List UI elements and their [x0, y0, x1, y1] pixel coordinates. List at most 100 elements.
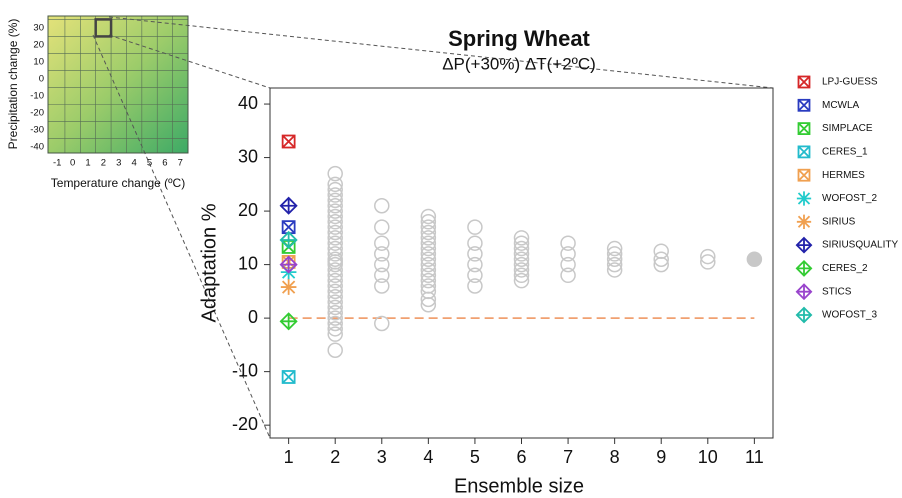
inset-x-tick-label: 1 — [85, 158, 90, 169]
ensemble-point — [420, 251, 437, 268]
ensemble-point — [467, 235, 483, 251]
x-tick-label: 9 — [656, 447, 666, 467]
ensemble-point — [513, 230, 530, 246]
legend-marker — [797, 75, 811, 89]
x-tick-label: 4 — [423, 447, 433, 467]
marker-part — [797, 122, 811, 136]
marker-part — [281, 134, 296, 149]
ensemble-point — [606, 251, 623, 268]
marker-part — [797, 169, 811, 182]
ensemble-point — [374, 246, 390, 262]
y-tick-label: 40 — [238, 93, 258, 113]
ensemble-point — [420, 219, 437, 235]
x-tick-label: 3 — [377, 447, 387, 467]
ensemble-point — [327, 299, 343, 316]
marker-part — [797, 75, 811, 89]
ensemble-point — [700, 254, 716, 270]
ensemble-point — [327, 251, 343, 268]
inset-frame — [47, 15, 189, 154]
ensemble-point — [327, 214, 343, 230]
ensemble-point — [513, 246, 530, 262]
legend-label: CERES_1 — [822, 147, 868, 158]
ensemble-point — [327, 305, 343, 321]
inset-highlight — [94, 18, 113, 38]
ensemble-point — [606, 256, 623, 273]
inset-x-tick-label: 3 — [116, 158, 121, 169]
ensemble-point — [467, 256, 483, 273]
legend-label: WOFOST_2 — [822, 193, 877, 204]
inset-x-tick-label: 6 — [162, 158, 167, 169]
inset-y-tick-label: -40 — [30, 142, 44, 153]
ensemble-point — [327, 176, 343, 193]
marker-part — [796, 261, 812, 276]
ensemble-point — [327, 203, 343, 219]
ensemble-point — [420, 272, 437, 289]
legend-marker — [797, 98, 811, 112]
legend-marker — [796, 214, 812, 229]
ensemble-point — [420, 283, 437, 300]
marker-part — [797, 168, 811, 182]
inset-x-tick-label: 7 — [178, 158, 183, 169]
legend-label: WOFOST_3 — [822, 310, 877, 321]
marker-part — [279, 196, 298, 215]
ensemble-point — [513, 240, 530, 257]
marker-part — [280, 256, 297, 273]
marker-part — [796, 214, 812, 229]
chart-title: Spring Wheat — [448, 26, 590, 51]
legend-marker — [795, 283, 813, 301]
inset-y-tick-label: 20 — [33, 39, 44, 50]
model-point — [281, 134, 296, 149]
x-tick-label: 5 — [470, 447, 480, 467]
ensemble-point — [513, 262, 530, 278]
ensemble-point — [560, 235, 576, 251]
ensemble-point — [327, 283, 343, 300]
ensemble-point — [327, 192, 343, 209]
model-point — [279, 255, 298, 274]
ensemble-point — [513, 256, 530, 273]
marker-part — [797, 99, 811, 112]
legend-label: SIMPLACE — [822, 123, 873, 134]
ensemble-point — [420, 262, 437, 278]
model-point — [279, 230, 298, 250]
y-axis-label: Adaptation % — [198, 203, 220, 322]
x-tick-label: 10 — [698, 447, 718, 467]
legend-marker — [795, 236, 813, 254]
legend-label: STICS — [822, 286, 852, 297]
ensemble-point — [327, 310, 343, 326]
inset-y-tick-label: -10 — [30, 91, 44, 102]
ensemble-point — [606, 246, 623, 262]
inset-y-tick-label: -20 — [30, 108, 44, 119]
ensemble-point — [560, 267, 576, 284]
ensemble-point — [327, 272, 343, 289]
ensemble-point — [420, 230, 437, 246]
ensemble-point — [467, 267, 483, 284]
ensemble-point — [420, 256, 437, 273]
x-tick-label: 1 — [284, 447, 294, 467]
legend-label: MCWLA — [822, 100, 860, 111]
ensemble-point — [327, 240, 343, 257]
legend-label: HERMES — [822, 170, 865, 181]
ensemble-point — [327, 326, 343, 342]
inset-x-label: Temperature change (ºC) — [51, 176, 185, 190]
marker-part — [280, 232, 297, 248]
ensemble-point — [327, 208, 343, 225]
marker-part — [797, 122, 811, 135]
inset-y-tick-label: 30 — [33, 22, 44, 33]
inset-x-tick-label: 0 — [70, 158, 75, 169]
ensemble-point — [746, 251, 763, 268]
ensemble-point — [327, 165, 343, 182]
inset-x-tick-label: -1 — [53, 158, 61, 169]
ensemble-point — [327, 278, 343, 294]
ensemble-point — [374, 267, 390, 284]
zoom-lines — [92, 16, 774, 439]
ensemble-point — [420, 224, 437, 241]
legend-marker — [796, 191, 812, 206]
marker-part — [281, 134, 296, 149]
inset-y-tick-label: 0 — [39, 73, 44, 84]
marker-part — [279, 230, 298, 250]
y-tick-label: 30 — [238, 146, 258, 166]
y-tick-label: -10 — [232, 360, 258, 380]
x-tick-label: 6 — [516, 447, 526, 467]
legend-label: LPJ-GUESS — [822, 77, 878, 88]
